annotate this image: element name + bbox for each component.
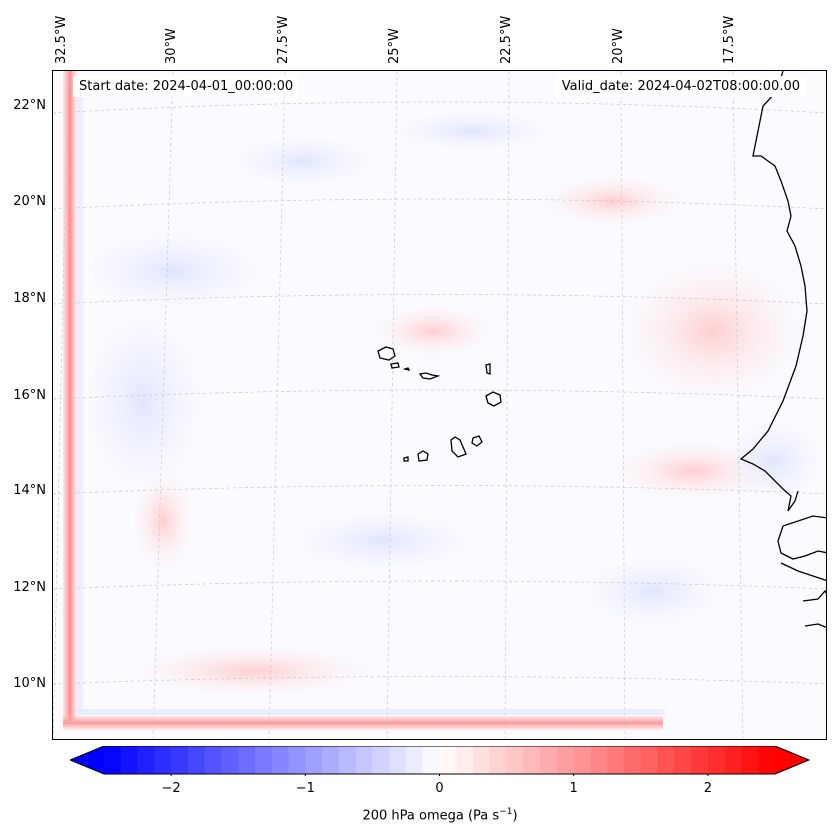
colorbar-cell — [322, 746, 340, 774]
graticule — [53, 71, 826, 739]
lat-label-18n: 18°N — [13, 291, 46, 306]
lat-label-14n: 14°N — [13, 483, 46, 498]
colorbar-cell — [758, 746, 776, 774]
colorbar-cell — [607, 746, 625, 774]
colorbar-cell — [338, 746, 357, 774]
colorbar-cell — [624, 746, 642, 774]
colorbar-cell — [238, 746, 256, 774]
lon-label-22-5w: 22.5°W — [499, 15, 514, 64]
colorbar-cell — [104, 746, 122, 774]
map-panel[interactable]: Start date: 2024-04-01_00:00:00 Valid_da… — [52, 70, 827, 740]
colorbar-cell — [120, 746, 139, 774]
colorbar-label: 200 hPa omega (Pa s−1) — [362, 807, 518, 824]
colorbar-cell — [422, 746, 441, 774]
colorbar-cell — [540, 746, 558, 774]
colorbar-cell — [741, 746, 759, 774]
colorbar-cells — [70, 746, 809, 774]
coastline-africa — [739, 71, 826, 628]
lon-label-25w: 25°W — [387, 28, 402, 64]
colorbar-cell — [288, 746, 306, 774]
colorbar-cell — [707, 746, 726, 774]
colorbar-tick-label: −2 — [161, 781, 181, 796]
colorbar-cell — [405, 746, 424, 774]
lon-label-27-5w: 27.5°W — [276, 15, 291, 64]
lat-label-22n: 22°N — [13, 98, 46, 113]
colorbar-tick-label: 2 — [703, 781, 713, 796]
colorbar-cell — [657, 746, 675, 774]
colorbar-cell — [137, 746, 155, 774]
lon-label-32-5w: 32.5°W — [54, 15, 69, 64]
colorbar-cell — [254, 746, 273, 774]
colorbar-cell — [640, 746, 659, 774]
colorbar-cell — [523, 746, 541, 774]
colorbar-tick-marks — [170, 774, 709, 776]
colorbar-cell — [439, 746, 457, 774]
colorbar-cell — [187, 746, 206, 774]
colorbar-tick-label: 1 — [569, 781, 578, 796]
lat-label-12n: 12°N — [13, 580, 46, 595]
lat-label-20n: 20°N — [13, 194, 46, 209]
omega-field — [53, 71, 826, 739]
colorbar-cell — [506, 746, 524, 774]
valid-date-label: Valid_date: 2024-04-02T08:00:00.00 — [555, 76, 806, 97]
lon-label-17-5w: 17.5°W — [722, 15, 737, 64]
colorbar-cell — [556, 746, 575, 774]
colorbar-extend-min — [70, 746, 104, 774]
colorbar-cell — [691, 746, 709, 774]
colorbar-cell — [204, 746, 223, 774]
colorbar-cell — [389, 746, 407, 774]
colorbar-cell — [221, 746, 239, 774]
colorbar-outline — [70, 746, 810, 775]
colorbar — [70, 746, 810, 776]
colorbar-cell — [355, 746, 373, 774]
colorbar-cell — [724, 746, 743, 774]
colorbar-cell — [271, 746, 290, 774]
colorbar-cell — [590, 746, 608, 774]
map-canvas — [53, 71, 826, 739]
colorbar-cell — [573, 746, 592, 774]
colorbar-extend-max — [775, 746, 809, 774]
colorbar-cell — [372, 746, 390, 774]
lat-label-16n: 16°N — [13, 388, 46, 403]
colorbar-cell — [154, 746, 172, 774]
colorbar-cell — [456, 746, 474, 774]
lon-label-30w: 30°W — [164, 28, 179, 64]
colorbar-cell — [489, 746, 508, 774]
colorbar-cell — [674, 746, 692, 774]
colorbar-cell — [305, 746, 323, 774]
start-date-label: Start date: 2024-04-01_00:00:00 — [73, 76, 300, 97]
colorbar-cell — [473, 746, 491, 774]
colorbar-cell — [171, 746, 189, 774]
colorbar-tick-label: −1 — [295, 781, 315, 796]
cape-verde-islands — [377, 346, 502, 462]
lon-label-20w: 20°W — [611, 28, 626, 64]
colorbar-tick-label: 0 — [435, 781, 444, 796]
lat-label-10n: 10°N — [13, 676, 46, 691]
